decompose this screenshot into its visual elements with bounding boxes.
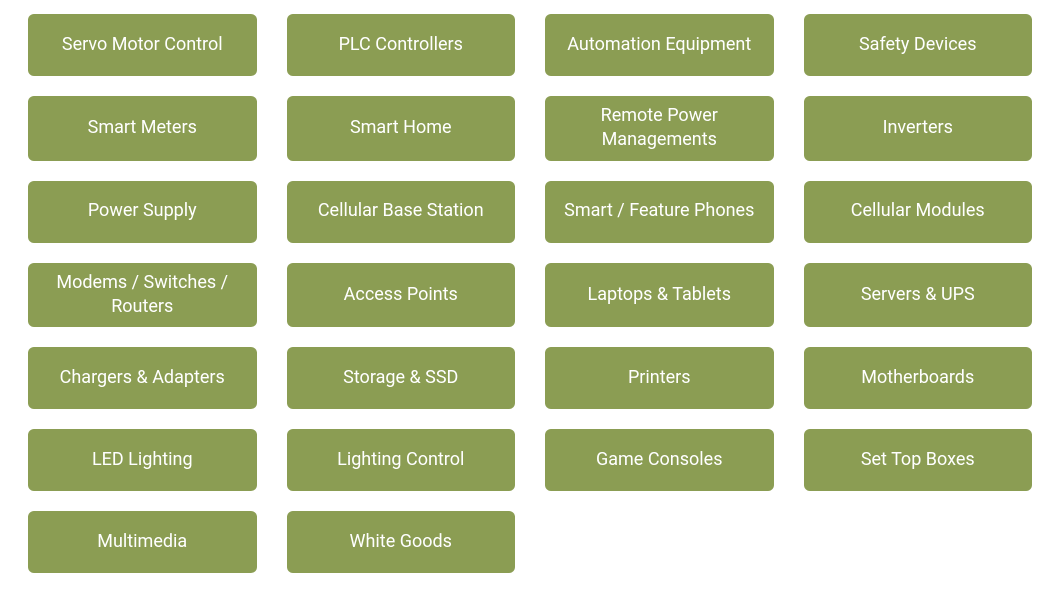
- category-card-servo-motor-control[interactable]: Servo Motor Control: [28, 14, 257, 76]
- category-label: Smart Home: [350, 116, 452, 140]
- category-card-cellular-modules[interactable]: Cellular Modules: [804, 181, 1033, 243]
- category-label: Cellular Base Station: [318, 199, 484, 223]
- category-card-power-supply[interactable]: Power Supply: [28, 181, 257, 243]
- category-label: Laptops & Tablets: [588, 283, 732, 307]
- category-card-access-points[interactable]: Access Points: [287, 263, 516, 328]
- category-label: Cellular Modules: [851, 199, 985, 223]
- category-label: Multimedia: [97, 530, 187, 554]
- category-label: Servers & UPS: [861, 283, 975, 307]
- category-card-motherboards[interactable]: Motherboards: [804, 347, 1033, 409]
- category-card-automation-equipment[interactable]: Automation Equipment: [545, 14, 774, 76]
- category-label: Motherboards: [861, 366, 974, 390]
- category-label: Printers: [628, 366, 691, 390]
- category-label: Storage & SSD: [343, 366, 458, 390]
- category-card-game-consoles[interactable]: Game Consoles: [545, 429, 774, 491]
- category-label: Servo Motor Control: [62, 33, 223, 57]
- category-label: LED Lighting: [92, 448, 193, 472]
- category-label: PLC Controllers: [339, 33, 463, 57]
- category-label: Modems / Switches / Routers: [42, 271, 243, 320]
- category-card-plc-controllers[interactable]: PLC Controllers: [287, 14, 516, 76]
- category-label: Safety Devices: [859, 33, 977, 57]
- category-label: Power Supply: [88, 199, 197, 223]
- category-card-set-top-boxes[interactable]: Set Top Boxes: [804, 429, 1033, 491]
- category-card-servers-ups[interactable]: Servers & UPS: [804, 263, 1033, 328]
- category-card-lighting-control[interactable]: Lighting Control: [287, 429, 516, 491]
- category-card-remote-power-managements[interactable]: Remote Power Managements: [545, 96, 774, 161]
- category-card-smart-feature-phones[interactable]: Smart / Feature Phones: [545, 181, 774, 243]
- category-label: Chargers & Adapters: [60, 366, 225, 390]
- category-label: Remote Power Managements: [559, 104, 760, 153]
- category-grid: Servo Motor Control PLC Controllers Auto…: [28, 14, 1032, 573]
- category-card-chargers-adapters[interactable]: Chargers & Adapters: [28, 347, 257, 409]
- category-label: Inverters: [883, 116, 953, 140]
- category-label: Game Consoles: [596, 448, 723, 472]
- category-card-modems-switches-routers[interactable]: Modems / Switches / Routers: [28, 263, 257, 328]
- category-card-printers[interactable]: Printers: [545, 347, 774, 409]
- category-label: Set Top Boxes: [861, 448, 975, 472]
- category-label: Automation Equipment: [567, 33, 751, 57]
- category-label: Access Points: [344, 283, 458, 307]
- category-card-smart-home[interactable]: Smart Home: [287, 96, 516, 161]
- category-label: White Goods: [350, 530, 452, 554]
- category-label: Smart Meters: [88, 116, 197, 140]
- category-label: Smart / Feature Phones: [564, 199, 754, 223]
- category-label: Lighting Control: [337, 448, 464, 472]
- category-card-storage-ssd[interactable]: Storage & SSD: [287, 347, 516, 409]
- category-card-white-goods[interactable]: White Goods: [287, 511, 516, 573]
- category-card-multimedia[interactable]: Multimedia: [28, 511, 257, 573]
- category-card-cellular-base-station[interactable]: Cellular Base Station: [287, 181, 516, 243]
- category-card-laptops-tablets[interactable]: Laptops & Tablets: [545, 263, 774, 328]
- category-card-safety-devices[interactable]: Safety Devices: [804, 14, 1033, 76]
- category-card-inverters[interactable]: Inverters: [804, 96, 1033, 161]
- category-card-smart-meters[interactable]: Smart Meters: [28, 96, 257, 161]
- category-card-led-lighting[interactable]: LED Lighting: [28, 429, 257, 491]
